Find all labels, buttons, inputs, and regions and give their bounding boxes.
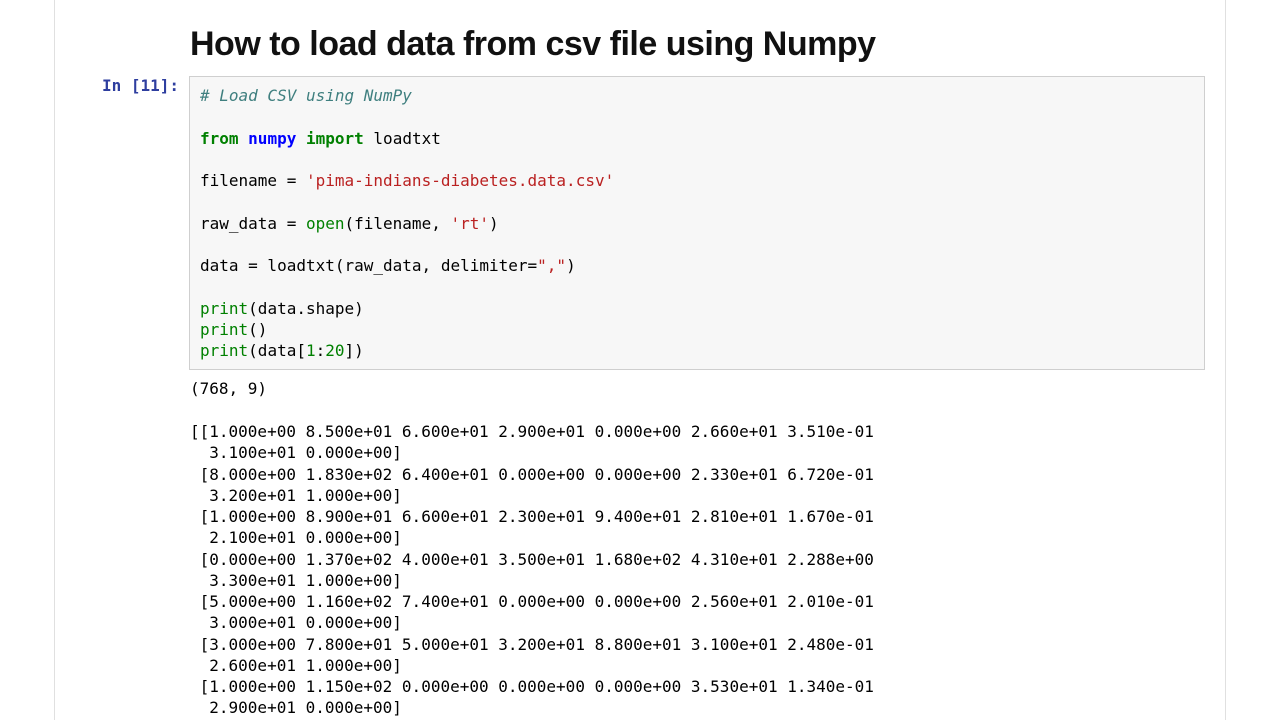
input-prompt: In [11]: <box>0 76 189 370</box>
print3-pre: (data[ <box>248 341 306 360</box>
input-prompt-label: In [11]: <box>102 76 179 95</box>
code-comment: # Load CSV using NumPy <box>200 86 412 105</box>
jupyter-page: How to load data from csv file using Num… <box>0 0 1280 720</box>
data-line-post: ) <box>566 256 576 275</box>
stdout-output: (768, 9) [[1.000e+00 8.500e+01 6.600e+01… <box>190 370 1205 718</box>
code-cell[interactable]: In [11]: # Load CSV using NumPy from num… <box>0 76 1280 370</box>
print-builtin-2: print <box>200 320 248 339</box>
rawdata-assign: raw_data = <box>200 214 306 233</box>
open-close-paren: ) <box>489 214 499 233</box>
filename-assign: filename = <box>200 171 306 190</box>
print-builtin-1: print <box>200 299 248 318</box>
filename-string: 'pima-indians-diabetes.data.csv' <box>306 171 614 190</box>
markdown-prompt-spacer <box>0 25 190 64</box>
notebook-heading: How to load data from csv file using Num… <box>190 25 1205 64</box>
data-line-pre: data = loadtxt(raw_data, delimiter= <box>200 256 537 275</box>
open-builtin: open <box>306 214 345 233</box>
print3-post: ]) <box>345 341 364 360</box>
kw-import: import <box>306 129 364 148</box>
import-target: loadtxt <box>373 129 440 148</box>
slice-start: 1 <box>306 341 316 360</box>
markdown-main: How to load data from csv file using Num… <box>190 25 1280 64</box>
print1-args: (data.shape) <box>248 299 364 318</box>
delimiter-string: "," <box>537 256 566 275</box>
output-main: (768, 9) [[1.000e+00 8.500e+01 6.600e+01… <box>190 370 1280 718</box>
output-cell: (768, 9) [[1.000e+00 8.500e+01 6.600e+01… <box>0 370 1280 718</box>
open-arg-pre: (filename, <box>345 214 451 233</box>
print2-args: () <box>248 320 267 339</box>
slice-colon: : <box>316 341 326 360</box>
module-name: numpy <box>248 129 296 148</box>
kw-from: from <box>200 129 239 148</box>
code-cell-main: # Load CSV using NumPy from numpy import… <box>189 76 1280 370</box>
output-prompt-spacer <box>0 370 190 718</box>
notebook-content: How to load data from csv file using Num… <box>0 0 1280 719</box>
code-input-area[interactable]: # Load CSV using NumPy from numpy import… <box>189 76 1205 370</box>
print-builtin-3: print <box>200 341 248 360</box>
markdown-cell[interactable]: How to load data from csv file using Num… <box>0 15 1280 76</box>
slice-end: 20 <box>325 341 344 360</box>
open-mode-string: 'rt' <box>450 214 489 233</box>
